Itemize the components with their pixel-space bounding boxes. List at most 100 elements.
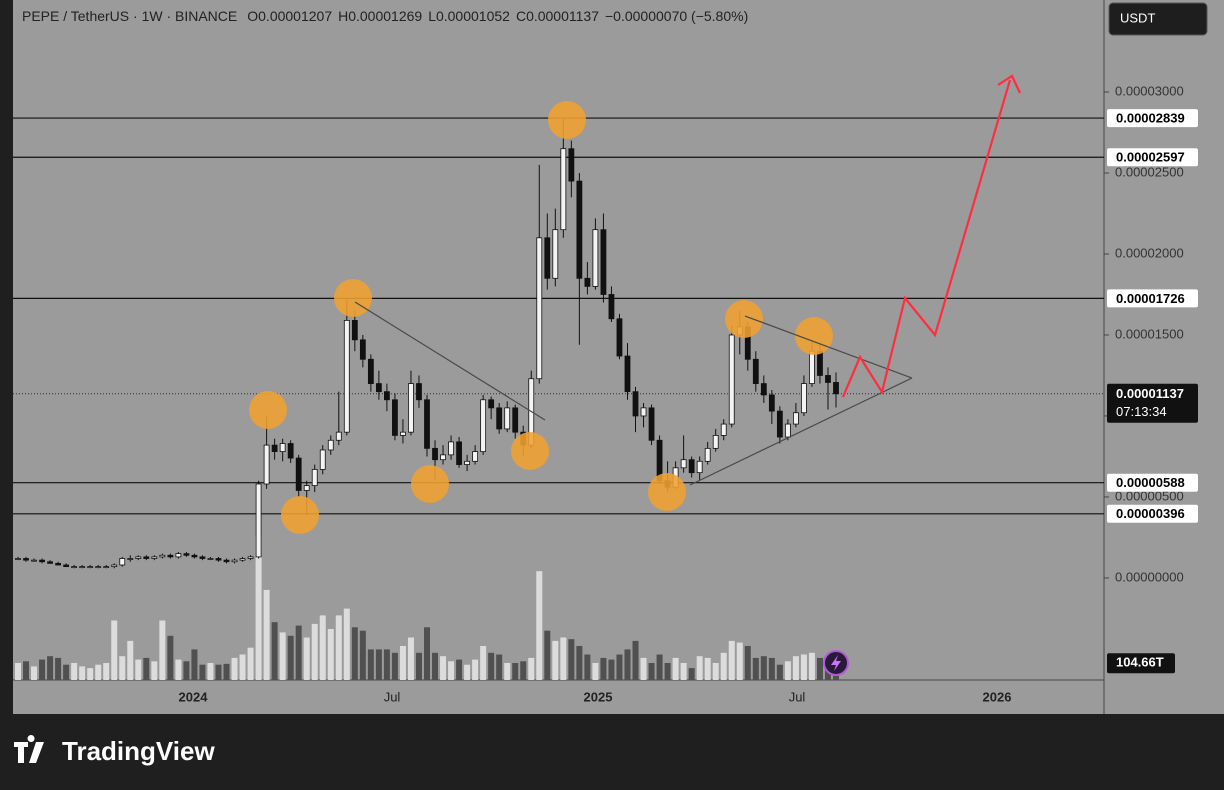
volume-bar [295,625,302,680]
volume-bar [343,608,350,680]
plot [13,117,1104,680]
level-tag-label: 0.00001726 [1116,291,1185,306]
volume-bar [624,649,631,680]
volume-bar [504,663,511,680]
candle-body [464,460,470,465]
candle-body [239,558,246,561]
candle-body [183,553,190,556]
currency-button[interactable] [1108,2,1208,36]
volume-bar [744,646,751,680]
volume-bar [247,647,254,680]
volume-bar [512,663,519,680]
volume-bar [311,623,318,680]
candle-body [151,556,158,559]
candle-body [776,410,783,438]
volume-bar [752,657,759,680]
open: O0.00001207 [247,8,332,24]
symbol: PEPE / TetherUS · 1W · BINANCE [22,8,237,24]
volume-bar [303,637,310,680]
candle-body [247,556,254,559]
x-tick-label: Jul [384,689,401,704]
volume-bar [63,664,70,680]
volume-bar [367,649,374,680]
level-tag [1107,473,1198,492]
candle-body [504,407,511,430]
candle-body [560,148,567,231]
candle-body [47,561,53,564]
volume-bar [407,637,414,680]
volume-bar [47,656,54,680]
candle-body [608,294,615,320]
volume-bar [263,589,270,680]
candle-body [496,407,503,430]
candle-body [95,566,102,569]
candle-body [71,566,78,569]
projection [841,74,1021,398]
candle-body [63,564,70,568]
level-tag [1107,148,1198,167]
y-tick-label: 0.00003000 [1115,83,1184,98]
volume-bar [279,632,286,680]
candle-body [375,383,382,393]
trend-line [354,301,546,421]
candle-body [833,382,839,395]
volume-bar [191,649,198,680]
highlight-circle [511,432,549,470]
candle-body [793,412,799,425]
candle-body [359,339,366,360]
volume-bar [560,637,567,680]
volume-bar [720,652,727,680]
volume-bar [648,663,655,680]
y-tick-label: 0.00000000 [1115,569,1184,584]
candle-body [712,435,719,449]
x-tick-label: 2025 [584,689,613,704]
highlight-circle [281,496,319,534]
volume-bar [728,640,735,680]
volume-bar [600,657,607,680]
candle-body [271,444,278,453]
candle-body [135,556,142,559]
level-tag [1107,109,1198,128]
last-price-tag [1107,383,1198,423]
candle-body [512,407,519,433]
candle-body [688,459,695,474]
volume-bar [656,654,663,680]
last-price-label: 0.00001137 [1116,386,1184,401]
level-tag-label: 0.00000396 [1116,506,1185,521]
volume-bar [207,663,214,680]
highlight-circle [411,465,449,503]
candle-body [592,229,599,287]
high: H0.00001269 [338,8,422,24]
volume-bar [135,659,142,680]
volume-bar [127,640,134,680]
close: C0.00001137 [516,8,599,24]
trend-lines [354,301,913,486]
y-tick-label: 0.00002000 [1115,245,1184,260]
volume-bar [375,649,382,680]
highlight-circle [648,473,686,511]
candle-body [79,566,86,569]
candle-body [825,375,831,383]
volume-bar [351,627,358,680]
volume-bar [87,668,94,680]
volume-bar [71,663,78,680]
candle-body [440,454,446,461]
candle-body [167,554,174,558]
volume-bar [736,642,743,680]
volume-bar [664,663,671,680]
volume-bar [536,571,543,680]
volume-bar [271,622,278,680]
candle-body [704,447,711,462]
volume-bar [391,652,398,680]
candle-body [207,558,214,560]
highlight-circle [548,101,586,139]
candle-body [809,350,815,384]
volume-bar [103,663,110,680]
candle-body [817,350,823,376]
volume-bar [199,664,206,680]
volume-bar [327,629,334,680]
candle-body [223,559,230,563]
candle-body [311,469,318,487]
candle-body [544,237,551,279]
